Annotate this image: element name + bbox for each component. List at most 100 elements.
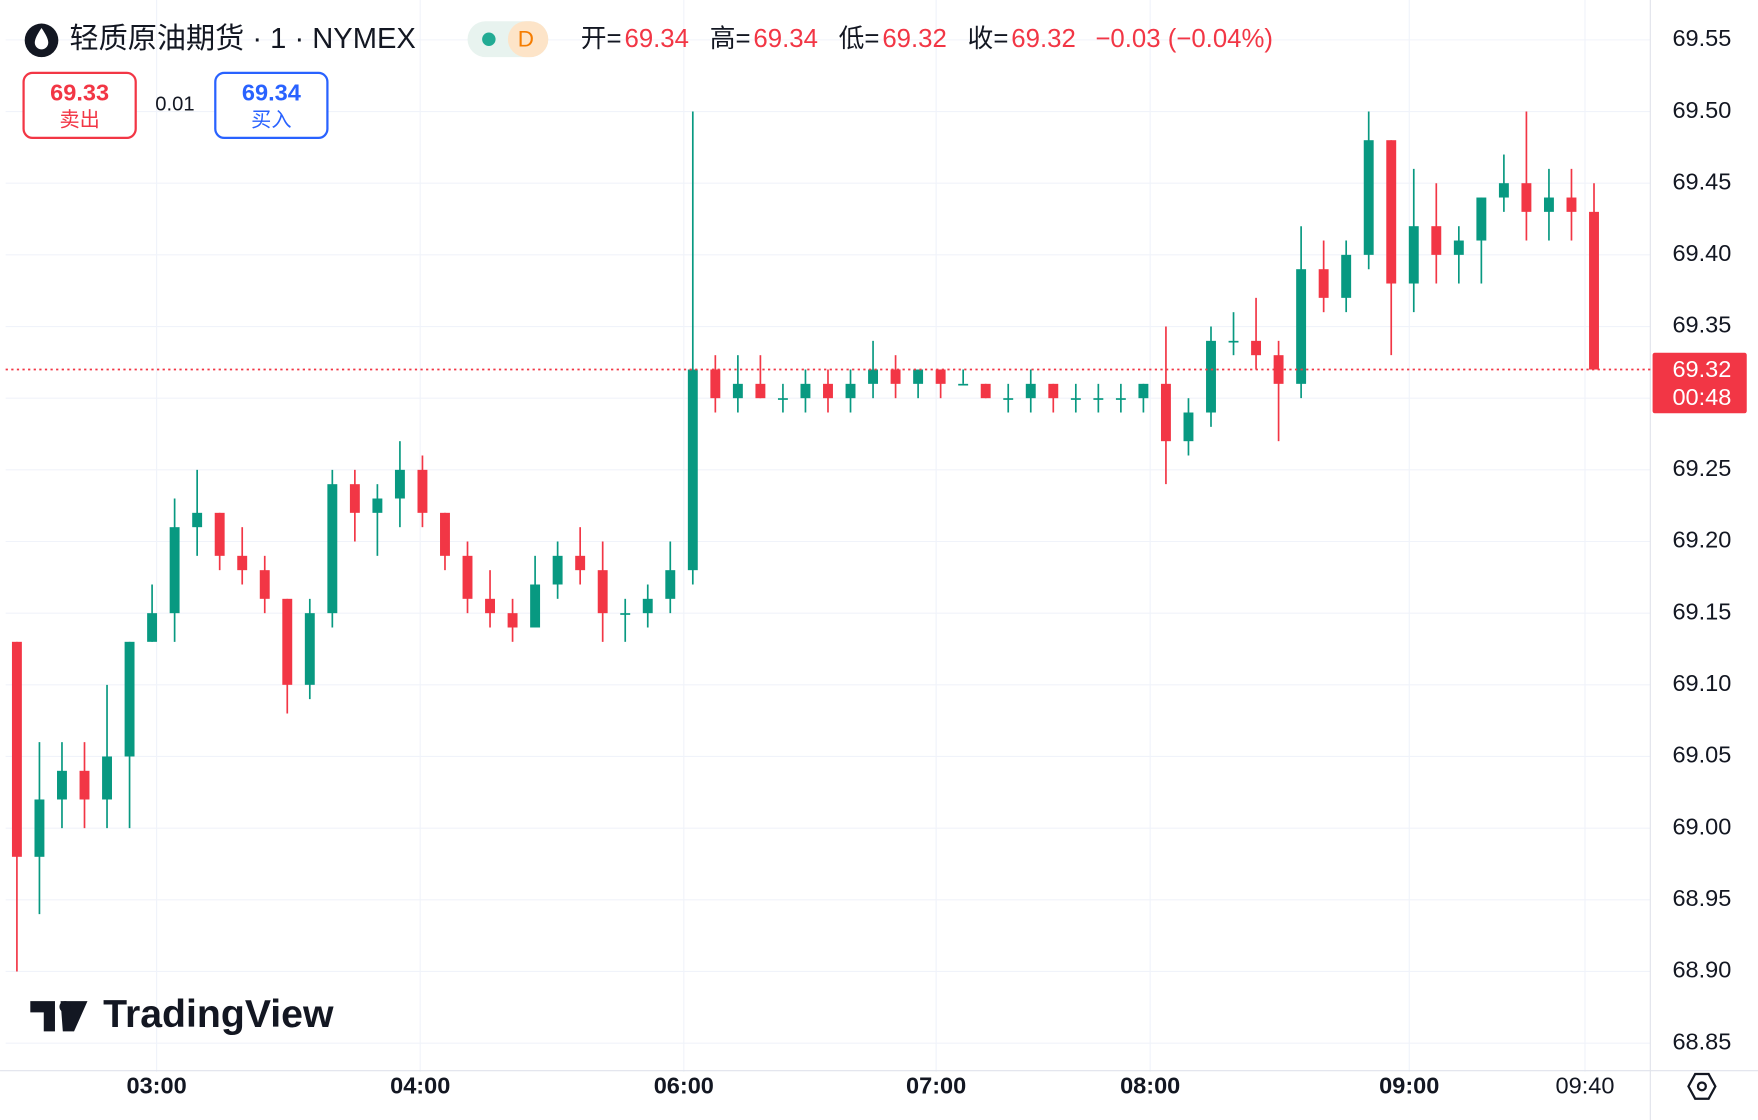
symbol-title: 轻质原油期货 · 1 · NYMEX bbox=[70, 22, 416, 55]
candle-body bbox=[1206, 340, 1216, 413]
candle-body bbox=[304, 613, 315, 685]
candle-body bbox=[755, 383, 766, 399]
y-tick-label: 69.55 bbox=[1672, 25, 1731, 51]
y-tick-label: 69.05 bbox=[1672, 742, 1731, 768]
ohlc-value: 69.32 bbox=[882, 25, 946, 53]
candle-body bbox=[1115, 398, 1126, 400]
candle-body bbox=[417, 469, 428, 513]
spread: 0.01 bbox=[155, 94, 194, 116]
candle-body bbox=[57, 770, 67, 800]
candle-body bbox=[1566, 197, 1577, 212]
buy-button[interactable] bbox=[214, 71, 329, 140]
candle-body bbox=[665, 570, 676, 599]
sell-button[interactable] bbox=[22, 71, 137, 140]
last-price-tag bbox=[1652, 352, 1747, 414]
ohlc-label: 高= bbox=[710, 24, 751, 53]
y-tick-label: 69.40 bbox=[1672, 240, 1731, 266]
candle-body bbox=[620, 613, 631, 615]
candle-body bbox=[394, 469, 405, 499]
ohlc-label: 开= bbox=[581, 25, 622, 53]
y-tick-label: 68.95 bbox=[1672, 885, 1731, 911]
x-tick-label: 03:00 bbox=[127, 1073, 187, 1099]
y-tick-label: 69.20 bbox=[1672, 527, 1731, 553]
candle-body bbox=[259, 570, 270, 599]
sell-price[interactable]: 69.33 bbox=[50, 79, 109, 105]
candle-body bbox=[530, 584, 541, 628]
candle-body bbox=[124, 641, 135, 757]
ohlc-value: 69.32 bbox=[1011, 25, 1075, 53]
countdown-label: 00:48 bbox=[1672, 384, 1731, 410]
candle-body bbox=[1318, 269, 1329, 298]
candle-body bbox=[11, 641, 22, 857]
candle-body bbox=[440, 512, 450, 556]
candle-body bbox=[1521, 183, 1532, 212]
candle-body bbox=[507, 613, 518, 628]
market-open-dot bbox=[482, 32, 496, 46]
candle-body bbox=[462, 555, 473, 599]
candle-body bbox=[800, 383, 811, 399]
y-tick-label: 69.50 bbox=[1672, 97, 1731, 123]
candle-body bbox=[1138, 383, 1149, 399]
candle-body bbox=[237, 555, 248, 571]
settings-icon[interactable] bbox=[1687, 1072, 1717, 1100]
candle-body bbox=[1431, 226, 1442, 255]
y-tick-label: 69.25 bbox=[1672, 455, 1731, 481]
candle-body bbox=[1543, 197, 1554, 212]
buy-price[interactable]: 69.34 bbox=[242, 79, 301, 105]
buy-label[interactable]: 买入 bbox=[251, 109, 291, 131]
candles bbox=[11, 111, 1599, 972]
candle-body bbox=[169, 527, 180, 614]
candle-body bbox=[868, 369, 879, 384]
ohlc-value: 69.34 bbox=[625, 25, 689, 53]
y-tick-label: 69.00 bbox=[1672, 813, 1731, 839]
candle-body bbox=[1363, 140, 1374, 255]
y-tick-label: 69.35 bbox=[1672, 312, 1731, 338]
x-tick-label: 08:00 bbox=[1120, 1073, 1180, 1099]
logo-dot bbox=[59, 1001, 71, 1013]
x-tick-label: 09:00 bbox=[1379, 1073, 1439, 1099]
change: −0.03 (−0.04%) bbox=[1095, 25, 1273, 53]
x-tick-label: 04:00 bbox=[390, 1073, 450, 1099]
logo-mark bbox=[30, 1001, 88, 1032]
candle-body bbox=[732, 383, 743, 399]
x-tick-label: 06:00 bbox=[654, 1073, 714, 1099]
y-tick-label: 69.45 bbox=[1672, 168, 1731, 194]
candle-body bbox=[192, 512, 203, 528]
candle-body bbox=[845, 383, 856, 399]
candle-body bbox=[1589, 211, 1599, 370]
candle-body bbox=[1003, 398, 1014, 400]
interval-badge-bg bbox=[507, 21, 549, 58]
candle-body bbox=[282, 598, 293, 685]
oil-drop bbox=[34, 28, 49, 50]
candle-body bbox=[147, 613, 158, 642]
y-tick-label: 68.85 bbox=[1672, 1028, 1731, 1054]
candle-body bbox=[958, 383, 969, 386]
candle-body bbox=[1160, 383, 1171, 442]
candle-body bbox=[1341, 254, 1352, 298]
candle-body bbox=[1070, 398, 1081, 400]
interval-badge: D bbox=[518, 26, 534, 51]
candle-body bbox=[485, 598, 495, 614]
candle-body bbox=[1453, 240, 1464, 255]
candle-body bbox=[935, 369, 946, 384]
candle-body bbox=[372, 498, 383, 513]
candle-body bbox=[1498, 183, 1509, 198]
candle-body bbox=[642, 598, 653, 614]
y-tick-label: 68.90 bbox=[1672, 957, 1731, 983]
candle-body bbox=[890, 369, 901, 384]
candle-body bbox=[1228, 340, 1239, 343]
candle-body bbox=[980, 383, 991, 399]
candle-body bbox=[214, 512, 225, 556]
candle-body bbox=[777, 398, 788, 400]
ohlc-label: 低= bbox=[839, 24, 880, 53]
candle-body bbox=[34, 799, 45, 857]
candle-body bbox=[687, 369, 698, 571]
sell-label[interactable]: 卖出 bbox=[59, 108, 99, 131]
y-tick-label: 69.15 bbox=[1672, 598, 1731, 624]
candle-body bbox=[1408, 226, 1419, 284]
candle-body bbox=[327, 484, 338, 614]
x-tick-label: 07:00 bbox=[906, 1073, 966, 1099]
grid bbox=[5, 0, 1651, 1072]
